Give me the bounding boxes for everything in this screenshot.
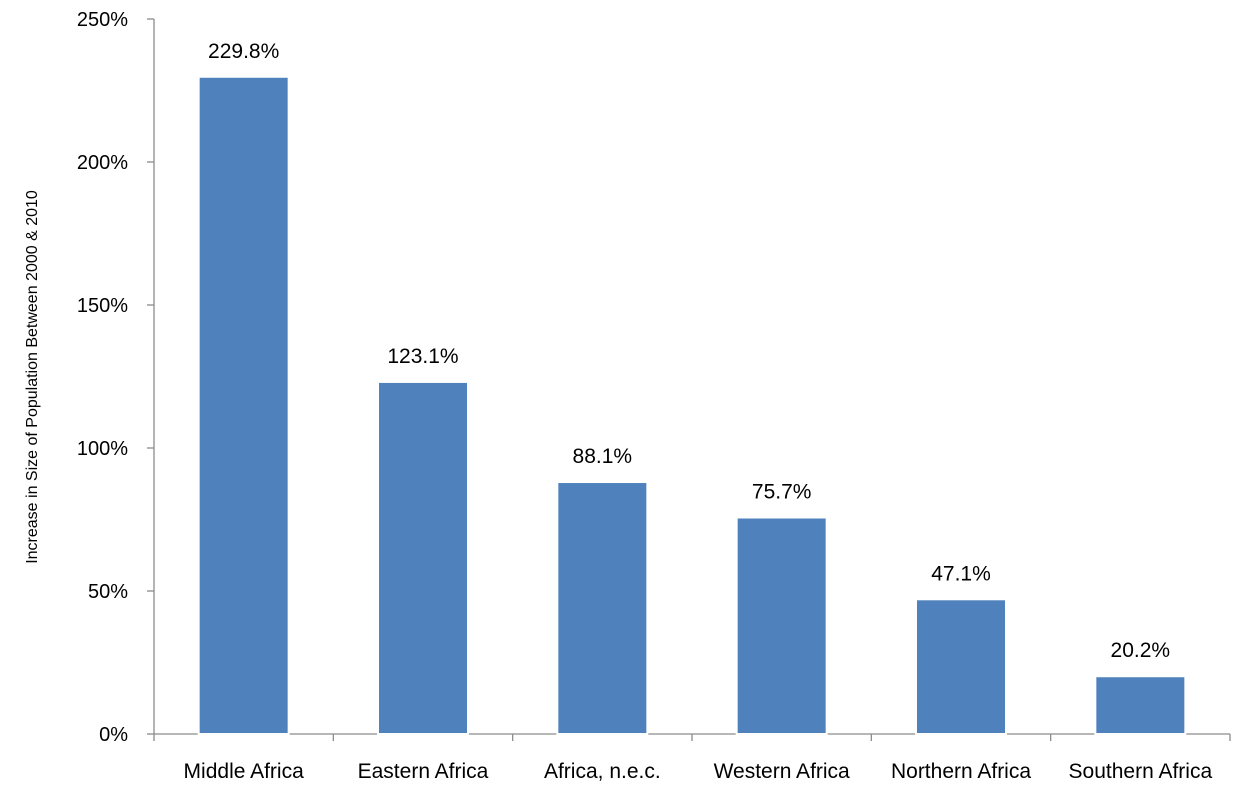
y-tick-label: 200% [77,152,128,174]
bar-data-label: 75.7% [752,480,812,503]
bar-data-label: 229.8% [208,40,279,63]
bar-southern-africa [1094,675,1187,736]
bar-data-label: 123.1% [387,345,458,368]
y-tick-label: 100% [77,438,128,460]
y-tick-label: 250% [77,9,128,31]
y-tick-label: 0% [99,724,128,746]
bar-northern-africa [915,598,1007,735]
y-tick-label: 50% [88,581,128,603]
x-category-label: Southern Africa [1069,760,1213,783]
y-axis: 0% 50% 100% 150% 200% 250% [77,9,155,746]
x-category-label: Northern Africa [891,760,1031,783]
data-labels: 229.8% 123.1% 88.1% 75.7% 47.1% 20.2% [208,40,1170,662]
x-category-label: Middle Africa [184,760,305,783]
bar-data-label: 88.1% [573,445,633,468]
bar-africa-n-e-c [556,481,649,735]
bars [197,75,1187,736]
x-category-label: Western Africa [714,760,850,783]
bar-eastern-africa [377,380,469,735]
bar-middle-africa [197,75,290,736]
y-axis-title: Increase in Size of Population Between 2… [24,190,41,564]
bar-data-label: 20.2% [1111,639,1171,662]
x-category-label: Eastern Africa [358,760,489,783]
x-axis: Middle Africa Eastern Africa Africa, n.e.c… [153,733,1231,783]
y-tick-label: 150% [77,295,128,317]
bar-data-label: 47.1% [931,562,991,585]
x-category-label: Africa, n.e.c. [544,760,661,783]
bar-western-africa [735,516,828,735]
